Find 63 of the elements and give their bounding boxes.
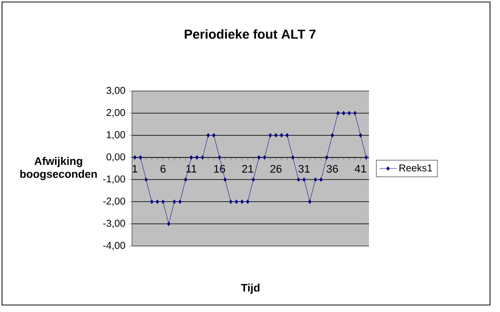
point bbox=[133, 155, 137, 160]
x-tick-label: 6 bbox=[160, 164, 166, 173]
x-tick-label: 31 bbox=[298, 164, 310, 173]
point bbox=[150, 200, 154, 204]
point bbox=[172, 200, 176, 204]
y-tick-label: 0,00 bbox=[106, 153, 126, 162]
point bbox=[200, 155, 204, 160]
point bbox=[262, 155, 266, 160]
point bbox=[342, 110, 346, 116]
y-tick-label: -1,00 bbox=[103, 175, 126, 184]
point bbox=[190, 155, 193, 160]
point bbox=[178, 200, 182, 204]
point bbox=[296, 177, 300, 182]
x-tick-label: 21 bbox=[242, 164, 254, 173]
legend-label: Reeks1 bbox=[400, 164, 432, 172]
point bbox=[212, 133, 216, 138]
point bbox=[156, 200, 160, 204]
point bbox=[302, 177, 306, 182]
point bbox=[308, 200, 312, 204]
point bbox=[348, 110, 351, 116]
point bbox=[319, 177, 323, 182]
x-axis-title: Tijd bbox=[240, 284, 260, 294]
point bbox=[252, 177, 256, 182]
x-tick-label: 41 bbox=[354, 164, 366, 172]
point bbox=[268, 133, 272, 138]
point bbox=[274, 133, 278, 138]
y-tick-label: 2,00 bbox=[106, 109, 126, 118]
x-tick-label: 26 bbox=[270, 164, 282, 173]
point bbox=[353, 110, 357, 116]
point bbox=[229, 200, 232, 204]
chart-title: Periodieke fout ALT 7 bbox=[184, 29, 316, 39]
x-tick-label: 11 bbox=[186, 164, 196, 172]
point bbox=[234, 200, 238, 204]
y-tick-label: -3,00 bbox=[103, 220, 126, 228]
y-tick-label: -2,00 bbox=[103, 198, 126, 206]
point bbox=[218, 155, 222, 160]
point bbox=[166, 222, 170, 226]
y-tick-label: -4,00 bbox=[103, 242, 126, 250]
point bbox=[195, 155, 199, 160]
point bbox=[144, 177, 148, 182]
point bbox=[257, 155, 261, 160]
point bbox=[336, 110, 340, 116]
point bbox=[240, 200, 244, 204]
x-tick-label: 1 bbox=[132, 164, 138, 172]
point bbox=[184, 177, 188, 182]
y-tick-label: 3,00 bbox=[106, 86, 126, 96]
point bbox=[161, 200, 165, 204]
point bbox=[206, 133, 210, 138]
point bbox=[291, 155, 295, 160]
point bbox=[324, 155, 328, 160]
point bbox=[358, 133, 362, 138]
x-tick-label: 36 bbox=[326, 164, 338, 173]
point bbox=[246, 200, 250, 204]
point bbox=[285, 133, 289, 138]
y-axis-title: Afwijking boogseconden bbox=[20, 156, 97, 180]
point bbox=[314, 177, 318, 182]
point bbox=[280, 133, 284, 138]
point bbox=[330, 133, 334, 138]
point bbox=[364, 155, 368, 160]
y-tick-label: 1,00 bbox=[106, 131, 126, 140]
point bbox=[138, 155, 142, 160]
point bbox=[223, 177, 227, 182]
x-tick-label: 16 bbox=[214, 164, 226, 173]
